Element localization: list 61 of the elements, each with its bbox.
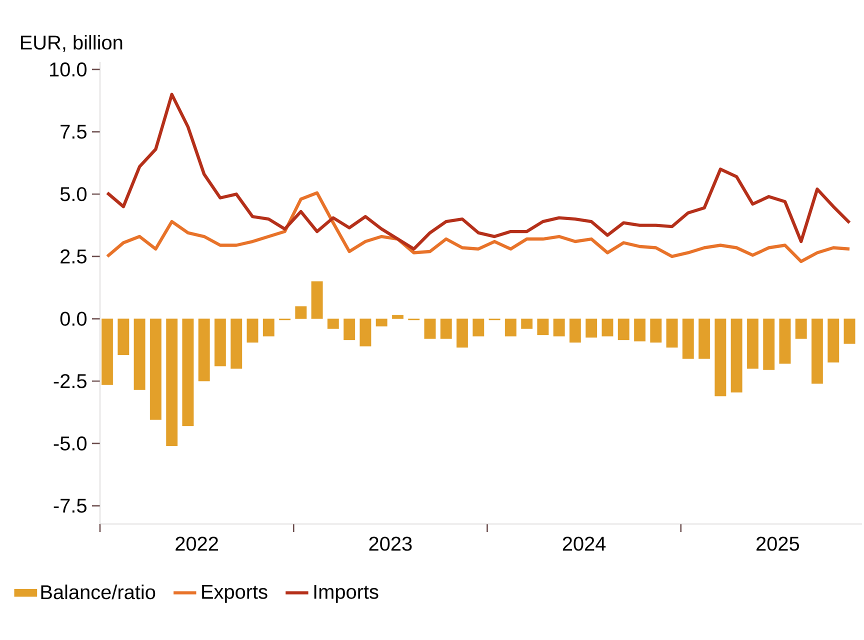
bar — [844, 318, 856, 344]
bar — [214, 318, 226, 366]
bar — [504, 318, 516, 336]
bar — [779, 318, 791, 364]
bar — [763, 318, 775, 370]
bar — [182, 318, 194, 426]
bar — [682, 318, 694, 359]
x-tick-label: 2024 — [562, 536, 606, 551]
x-tick-label: 2022 — [176, 536, 218, 551]
y-axis-title: EUR, billion — [20, 34, 122, 52]
legend-label: Balance/ratio — [41, 584, 156, 600]
y-tick-label: -2.5 — [54, 374, 86, 388]
y-tick-label: 2.5 — [60, 249, 86, 264]
bar — [521, 318, 533, 329]
bar — [360, 318, 372, 346]
bar — [602, 318, 614, 336]
y-tick-label: 7.5 — [60, 124, 86, 139]
line-series — [106, 191, 852, 264]
bar — [698, 318, 710, 359]
bar — [344, 318, 356, 340]
bar — [376, 318, 388, 326]
bar — [472, 318, 484, 336]
bar — [618, 318, 630, 340]
bar — [553, 318, 565, 336]
bar — [102, 318, 114, 385]
y-tick-label: -5.0 — [54, 436, 87, 451]
y-tick-label: 0.0 — [60, 312, 87, 326]
bar — [198, 318, 210, 382]
x-tick-label: 2023 — [369, 536, 412, 551]
bar — [424, 318, 436, 339]
x-tick-label: 2025 — [756, 536, 800, 551]
bar — [714, 318, 726, 396]
y-tick-label: 5.0 — [60, 187, 87, 202]
bar — [118, 318, 130, 356]
bar — [134, 318, 146, 390]
bar — [634, 318, 646, 342]
bar — [812, 318, 823, 384]
bar — [166, 318, 178, 446]
bar — [295, 306, 307, 319]
bar — [650, 318, 662, 343]
y-tick-label: -7.5 — [54, 498, 86, 513]
y-tick-label: 10.0 — [50, 62, 87, 77]
legend-label: Exports — [202, 584, 268, 603]
bar — [828, 318, 840, 363]
bar — [730, 318, 742, 392]
bar — [392, 314, 404, 319]
bar — [262, 318, 274, 336]
bar — [746, 318, 758, 369]
bar — [456, 318, 468, 348]
bar — [311, 281, 323, 319]
bar — [327, 318, 339, 329]
bar — [440, 318, 452, 339]
legend-label: Imports — [314, 584, 378, 603]
bar — [666, 318, 678, 348]
bar — [150, 318, 162, 420]
bar — [537, 318, 549, 336]
bar — [795, 318, 807, 339]
bar — [230, 318, 242, 369]
bar — [246, 318, 258, 343]
bar — [586, 318, 598, 338]
bar — [569, 318, 581, 343]
